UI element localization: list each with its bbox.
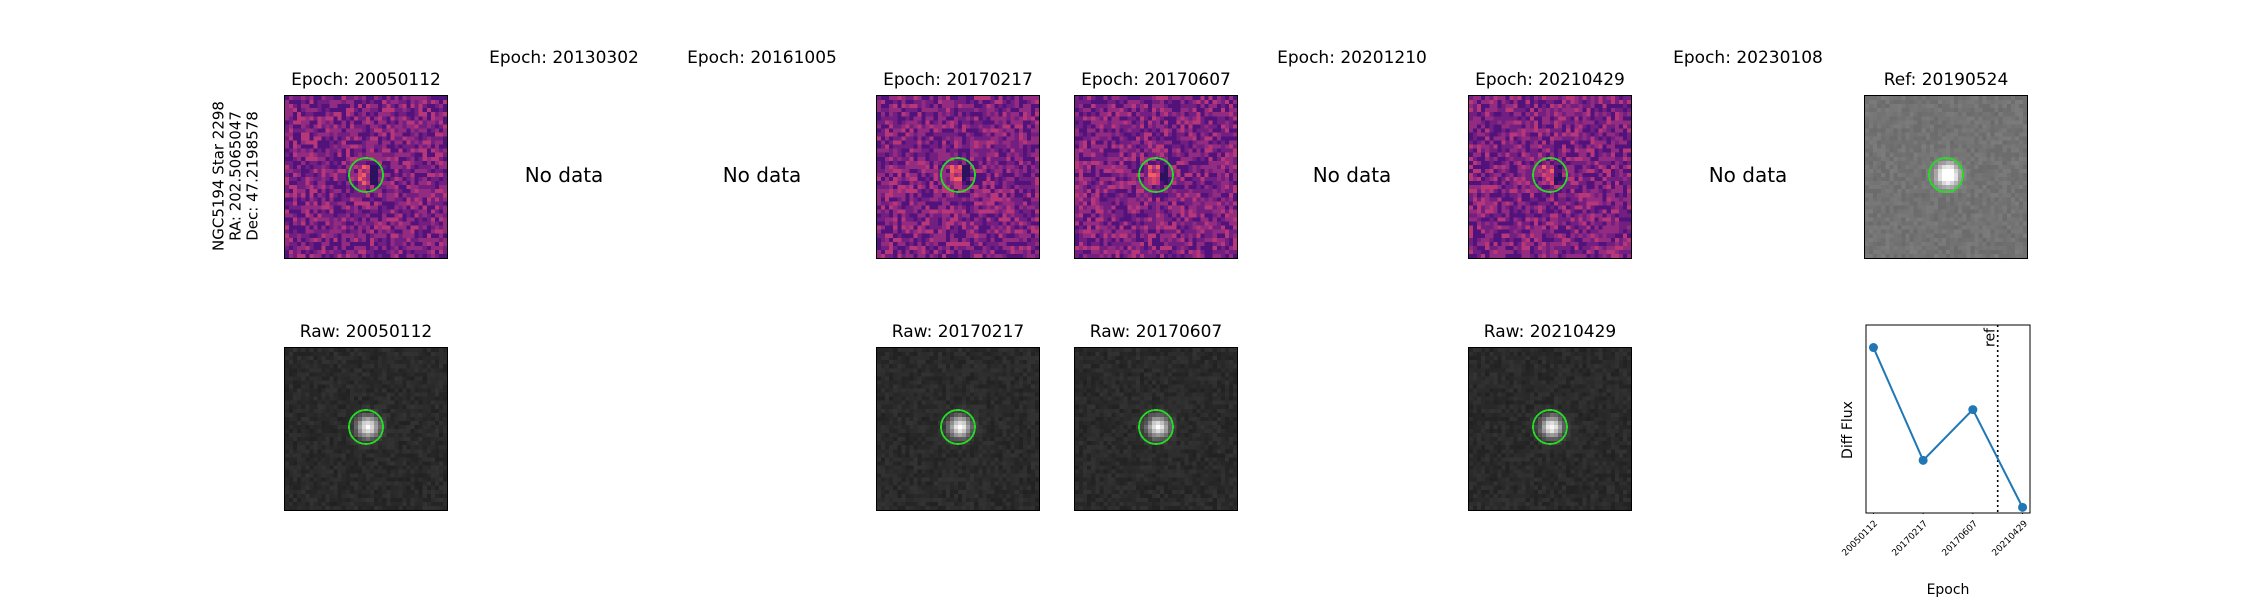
panel-title: Epoch: 20170607	[1081, 70, 1231, 90]
difference-image	[1074, 95, 1238, 259]
panel-title: Epoch: 20050112	[291, 70, 441, 90]
lightcurve-axes: ref	[1865, 324, 2031, 514]
raw-image	[284, 347, 448, 511]
data-point	[2018, 502, 2028, 512]
no-data-label: No data	[722, 163, 802, 187]
star-dec: Dec: 47.2198578	[243, 111, 262, 241]
no-data-label: No data	[1708, 163, 1788, 187]
panel-title: Epoch: 20230108	[1673, 48, 1823, 68]
difference-image	[876, 95, 1040, 259]
panel-title: Raw: 20170217	[891, 322, 1025, 342]
ref-line-label: ref	[1983, 327, 1999, 347]
panel-title: Raw: 20050112	[299, 322, 433, 342]
panel-title: Raw: 20170607	[1089, 322, 1223, 342]
no-data-label: No data	[524, 163, 604, 187]
series-line	[1872, 347, 2024, 508]
x-tick-label: 20170607	[1940, 519, 1980, 559]
reference-image	[1864, 95, 2028, 259]
panel-title: Epoch: 20210429	[1475, 70, 1625, 90]
star-name: NGC5194 Star 2298	[209, 101, 228, 251]
x-tick-label: 20170217	[1890, 519, 1931, 559]
no-data-label: No data	[1312, 163, 1392, 187]
data-point	[1868, 343, 1878, 353]
panel-title: Raw: 20210429	[1483, 322, 1617, 342]
x-tick-label: 20050112	[1841, 519, 1881, 559]
star-ra: RA: 202.5065047	[226, 111, 245, 241]
panel-title: Epoch: 20130302	[489, 48, 639, 68]
data-point	[1968, 405, 1978, 415]
panel-title: Epoch: 20170217	[883, 70, 1033, 90]
panel-title: Epoch: 20201210	[1277, 48, 1427, 68]
raw-image	[1074, 347, 1238, 511]
data-point	[1918, 455, 1928, 465]
x-tick-label: 20210429	[1990, 519, 2030, 559]
difference-image	[284, 95, 448, 259]
raw-image	[876, 347, 1040, 511]
panel-title: Ref: 20190524	[1883, 70, 2009, 90]
y-axis-label: Diff Flux	[1840, 401, 1856, 459]
panel-title: Epoch: 20161005	[687, 48, 837, 68]
difference-image	[1468, 95, 1632, 259]
raw-image	[1468, 347, 1632, 511]
star-label: NGC5194 Star 2298 RA: 202.5065047 Dec: 4…	[209, 101, 262, 251]
plot-frame	[1865, 324, 2031, 514]
x-axis-label: Epoch	[1926, 582, 1970, 598]
